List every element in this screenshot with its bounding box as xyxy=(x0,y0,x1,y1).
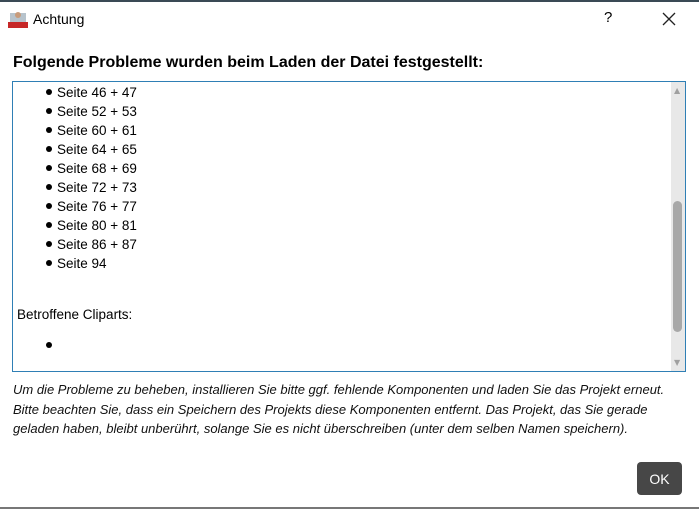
bullet-icon xyxy=(46,203,52,209)
bullet-icon xyxy=(46,89,52,95)
close-icon[interactable] xyxy=(660,10,678,28)
page-label: Seite 86 + 87 xyxy=(57,237,137,252)
bullet-icon xyxy=(46,222,52,228)
page-label: Seite 64 + 65 xyxy=(57,142,137,157)
bullet-icon xyxy=(46,184,52,190)
bullet-icon xyxy=(46,342,52,348)
page-list-item: Seite 94 xyxy=(46,256,107,275)
bullet-icon xyxy=(46,146,52,152)
page-list-item: Seite 60 + 61 xyxy=(46,123,137,142)
page-label: Seite 94 xyxy=(57,256,107,271)
ok-button[interactable]: OK xyxy=(637,462,682,495)
dialog-heading: Folgende Probleme wurden beim Laden der … xyxy=(13,54,484,71)
scrollbar-thumb[interactable] xyxy=(673,201,682,332)
bullet-icon xyxy=(46,108,52,114)
scroll-up-icon[interactable]: ▲ xyxy=(674,86,681,95)
problems-list-box[interactable]: Seite 46 + 47 Seite 52 + 53 Seite 60 + 61 S… xyxy=(12,81,686,372)
window-title: Achtung xyxy=(33,11,85,27)
page-label: Seite 46 + 47 xyxy=(57,85,137,100)
page-list-item: Seite 72 + 73 xyxy=(46,180,137,199)
window-top-border xyxy=(0,0,699,2)
page-list-item: Seite 52 + 53 xyxy=(46,104,137,123)
page-list-item: Seite 64 + 65 xyxy=(46,142,137,161)
title-bar: Achtung ? xyxy=(0,2,699,38)
help-button[interactable]: ? xyxy=(604,9,613,26)
page-label: Seite 68 + 69 xyxy=(57,161,137,176)
app-icon xyxy=(8,12,28,28)
scroll-down-icon[interactable]: ▼ xyxy=(674,358,681,367)
page-label: Seite 60 + 61 xyxy=(57,123,137,138)
vertical-scrollbar[interactable]: ▲ ▼ xyxy=(671,82,685,371)
page-list-item: Seite 80 + 81 xyxy=(46,218,137,237)
page-label: Seite 76 + 77 xyxy=(57,199,137,214)
window-bottom-border xyxy=(0,507,699,509)
page-label: Seite 72 + 73 xyxy=(57,180,137,195)
bullet-icon xyxy=(46,165,52,171)
clipart-list-item xyxy=(46,338,57,357)
bullet-icon xyxy=(46,127,52,133)
page-label: Seite 80 + 81 xyxy=(57,218,137,233)
page-list-item: Seite 76 + 77 xyxy=(46,199,137,218)
page-label: Seite 52 + 53 xyxy=(57,104,137,119)
cliparts-label: Betroffene Cliparts: xyxy=(17,307,133,322)
page-list-item: Seite 46 + 47 xyxy=(46,85,137,104)
info-text: Um die Probleme zu beheben, installieren… xyxy=(13,382,665,437)
bullet-icon xyxy=(46,241,52,247)
page-list-item: Seite 86 + 87 xyxy=(46,237,137,256)
page-list-item: Seite 68 + 69 xyxy=(46,161,137,180)
bullet-icon xyxy=(46,260,52,266)
